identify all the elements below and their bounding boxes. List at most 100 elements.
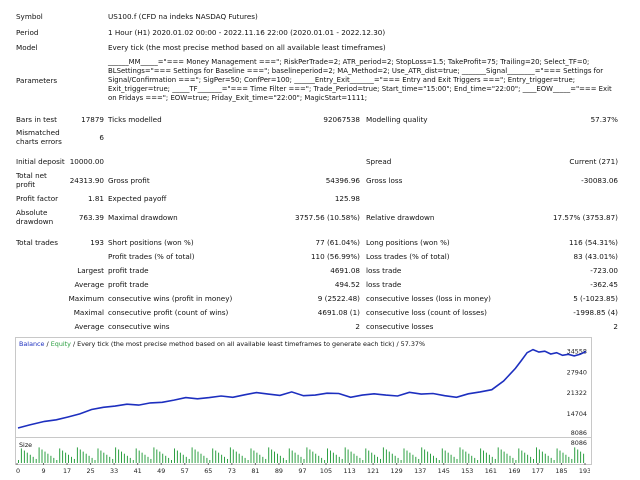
- volume-bar: [544, 453, 546, 463]
- period-label: Period: [16, 28, 39, 37]
- payoff-label: Expected payoff: [108, 194, 167, 203]
- volume-bar: [144, 454, 146, 463]
- volume-bar: [106, 454, 108, 463]
- volume-bar: [297, 454, 299, 463]
- long-value: 116 (54.31%): [568, 238, 618, 247]
- volume-bar: [265, 458, 267, 463]
- volume-bar: [100, 450, 102, 463]
- volume-bar: [291, 450, 293, 463]
- x-tick-label: 193: [579, 467, 590, 475]
- x-axis: 0 9 17 25 33 41 49 57 65 73 81 89 97 105 113 121 129 137 1…: [15, 463, 591, 475]
- x-tick-label: 0: [16, 467, 20, 475]
- volume-bar: [235, 451, 237, 463]
- x-tick-label: 177: [532, 467, 544, 475]
- avg-losses-value: 2: [613, 322, 618, 331]
- volume-bar: [412, 454, 414, 463]
- volume-bar: [68, 454, 69, 463]
- maxdd-value: 3757.56 (10.58%): [294, 213, 360, 222]
- volume-bar: [256, 452, 258, 463]
- size-y-tick-label: 8086: [571, 439, 587, 447]
- x-tick-label: 153: [461, 467, 473, 475]
- volume-bar: [318, 455, 320, 463]
- chart-header-sep: /: [44, 340, 51, 348]
- volume-bar: [468, 453, 470, 463]
- volume-bar: [115, 447, 117, 463]
- volume-bar: [73, 458, 75, 463]
- avg2-label: Average: [74, 322, 104, 331]
- volume-bar: [494, 458, 496, 463]
- chart-header-rest: / Every tick (the most precise method ba…: [70, 340, 426, 348]
- volume-bar: [147, 456, 149, 463]
- mismatch-value: 6: [99, 133, 104, 142]
- volume-bar: [315, 453, 317, 463]
- quality-value: 57.37%: [590, 115, 618, 124]
- volume-bar: [524, 452, 526, 463]
- volume-bar: [159, 451, 161, 463]
- grossprofit-label: Gross profit: [108, 176, 150, 185]
- volume-bar: [568, 456, 570, 463]
- volume-bar: [509, 455, 511, 463]
- volume-bar: [533, 458, 534, 463]
- volume-bar: [103, 452, 105, 463]
- x-tick-label: 9: [41, 467, 45, 475]
- volume-bar: [262, 456, 264, 463]
- volume-bar: [247, 460, 249, 463]
- volume-bar: [332, 452, 334, 463]
- volume-bar: [512, 457, 514, 463]
- volume-bar: [550, 457, 552, 463]
- x-tick-label: 57: [181, 467, 189, 475]
- volume-bar: [530, 456, 532, 463]
- volume-bar: [59, 448, 61, 463]
- reldd-value: 17.57% (3753.87): [552, 213, 618, 222]
- y-tick-label: 27940: [567, 368, 587, 376]
- volume-bar: [118, 449, 120, 463]
- volume-bar: [277, 453, 278, 463]
- volume-bar: [91, 457, 93, 463]
- volume-bar: [153, 447, 155, 463]
- volume-bar: [38, 447, 40, 463]
- average-loss-label: loss trade: [366, 280, 402, 289]
- spread-value: Current (271): [569, 157, 618, 166]
- balance-chart: Balance / Equity / Every tick (the most …: [15, 337, 592, 438]
- volume-bar: [241, 455, 243, 463]
- volume-bar: [350, 451, 352, 463]
- volume-bar: [583, 453, 585, 463]
- y-tick-label: 34558: [567, 348, 587, 356]
- avg-wins-value: 2: [355, 322, 360, 331]
- grossloss-value: -30083.06: [581, 176, 618, 185]
- largest-profit-label: profit trade: [108, 266, 149, 275]
- volume-bar: [444, 450, 446, 463]
- short-value: 77 (61.04%): [315, 238, 360, 247]
- x-tick-label: 73: [228, 467, 236, 475]
- maximal-loss-label: consecutive loss (count of losses): [366, 308, 487, 317]
- volume-bar: [485, 452, 487, 463]
- volume-bar: [480, 448, 482, 463]
- bars-label: Bars in test: [16, 115, 57, 124]
- symbol-value: US100.f (CFD na indeks NASDAQ Futures): [108, 12, 258, 21]
- volume-bar: [344, 447, 346, 463]
- volume-bar: [150, 458, 152, 463]
- volume-bar: [574, 447, 576, 463]
- volume-bar: [97, 448, 99, 463]
- model-label: Model: [16, 43, 38, 52]
- volume-bar: [65, 452, 67, 463]
- average-profit-value: 494.52: [334, 280, 360, 289]
- volume-bar: [385, 449, 387, 463]
- volume-bar: [403, 448, 405, 463]
- volume-bar: [109, 456, 111, 463]
- volume-bar: [415, 456, 417, 463]
- volume-bar: [238, 453, 240, 463]
- x-tick-label: 129: [391, 467, 403, 475]
- volume-bar: [556, 448, 558, 463]
- volume-bar: [515, 460, 517, 463]
- period-value: 1 Hour (H1) 2020.01.02 00:00 - 2022.11.1…: [108, 28, 386, 37]
- volume-bar: [418, 458, 420, 463]
- volume-bar: [41, 449, 43, 463]
- volume-bar: [82, 451, 84, 463]
- x-tick-label: 121: [367, 467, 379, 475]
- volume-bar: [335, 454, 337, 463]
- volume-bar: [88, 455, 90, 463]
- x-tick-label: 41: [134, 467, 142, 475]
- volume-bar: [347, 449, 349, 463]
- volume-bar: [94, 460, 96, 463]
